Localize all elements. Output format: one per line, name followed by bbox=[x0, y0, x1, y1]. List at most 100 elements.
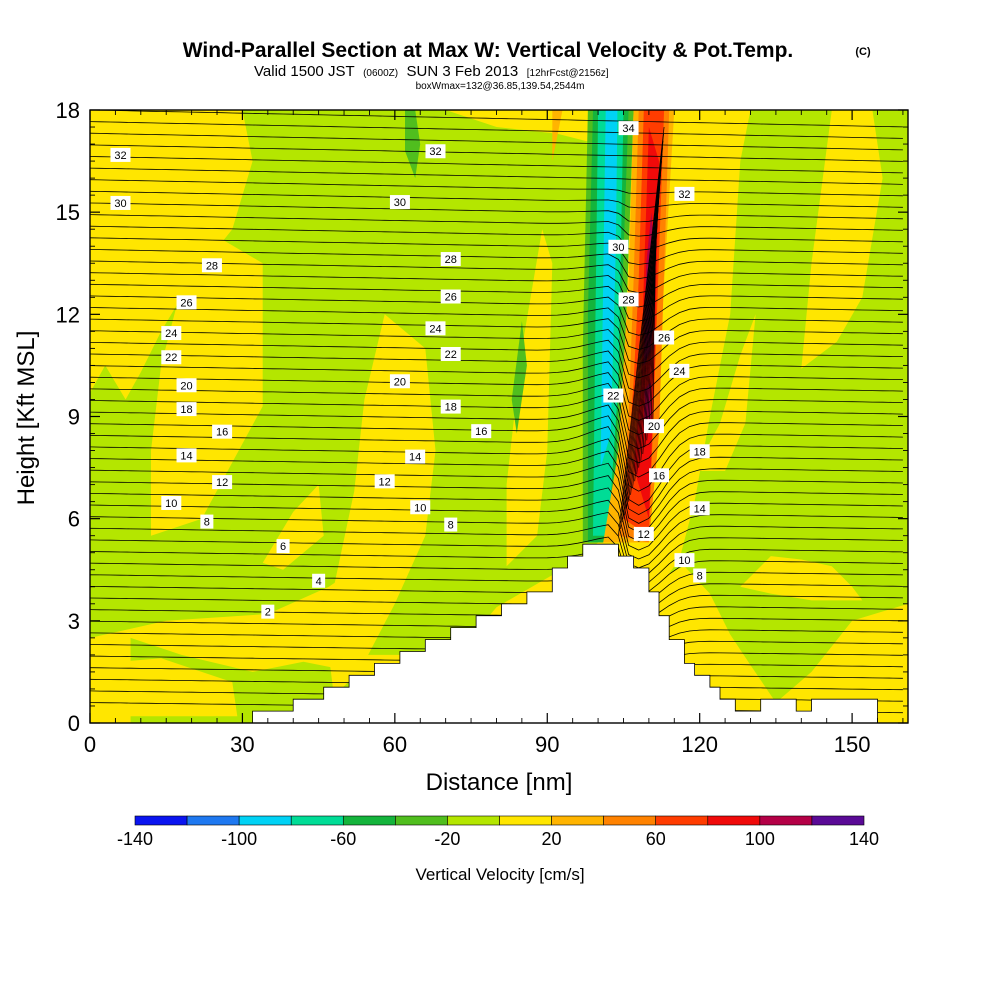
contour-label-bg bbox=[693, 568, 707, 583]
y-axis-label: Height [Kft MSL] bbox=[13, 331, 40, 506]
contour-label-bg bbox=[312, 573, 326, 588]
region-background bbox=[328, 314, 436, 696]
contour-label: 26 bbox=[654, 330, 675, 345]
contour-label-text: 8 bbox=[697, 571, 703, 583]
theta-contour-line bbox=[626, 154, 663, 509]
y-axis: 0 3 6 9 12 15 18 bbox=[56, 98, 908, 736]
contour-label-bg bbox=[176, 378, 197, 393]
contour-label-bg bbox=[444, 517, 458, 532]
contour-label-text: 22 bbox=[607, 391, 619, 403]
contour-label-text: 6 bbox=[280, 541, 286, 553]
theta-contour-line bbox=[620, 133, 664, 529]
contour-label-text: 32 bbox=[429, 146, 441, 158]
theta-contour-line bbox=[90, 450, 903, 524]
theta-contour-line bbox=[622, 140, 664, 523]
theta-contour-line bbox=[90, 382, 903, 450]
contour-label: 24 bbox=[425, 321, 446, 336]
contour-label-text: 22 bbox=[445, 349, 457, 361]
region-downdraft-weak bbox=[511, 321, 527, 434]
contour-label: 32 bbox=[425, 144, 446, 159]
colorbar-swatch bbox=[759, 815, 813, 826]
contour-label: 12 bbox=[212, 475, 233, 490]
contour-label-bg bbox=[261, 604, 275, 619]
contour-label: 10 bbox=[674, 553, 695, 568]
theta-contour-line bbox=[90, 283, 903, 322]
valid-prefix: Valid 1500 JST bbox=[254, 63, 355, 80]
theta-contour-line bbox=[618, 126, 665, 536]
theta-contour-line bbox=[90, 225, 903, 251]
colorbar-swatch bbox=[499, 815, 552, 826]
colorbar-swatch bbox=[238, 815, 292, 826]
contour-label-text: 28 bbox=[206, 260, 218, 272]
contour-label: 28 bbox=[618, 292, 639, 307]
contour-label: 26 bbox=[440, 289, 461, 304]
chart-title: Wind-Parallel Section at Max W: Vertical… bbox=[183, 39, 794, 62]
theta-contour-line bbox=[90, 573, 903, 613]
contour-label: 2 bbox=[261, 604, 275, 619]
contour-label-bg bbox=[161, 326, 182, 341]
colorbar-swatch bbox=[603, 815, 657, 826]
contour-label-bg bbox=[389, 374, 410, 389]
theta-contour-line bbox=[90, 511, 903, 569]
contour-label-text: 20 bbox=[180, 380, 192, 392]
contour-label: 14 bbox=[176, 448, 197, 463]
theta-contour-line bbox=[90, 372, 903, 435]
box-info: boxWmax=132@36.85,139.54,2544m bbox=[416, 81, 585, 92]
contour-label-text: 14 bbox=[180, 450, 192, 462]
y-tick-label: 0 bbox=[68, 711, 80, 736]
contour-label-text: 2 bbox=[265, 607, 271, 619]
valid-date: SUN 3 Feb 2013 bbox=[407, 63, 519, 80]
contour-label-text: 16 bbox=[475, 426, 487, 438]
contour-label-text: 28 bbox=[445, 254, 457, 266]
contour-label-bg bbox=[689, 444, 710, 459]
contour-label: 22 bbox=[161, 350, 182, 365]
theta-contour-line bbox=[90, 318, 903, 365]
theta-contour-line bbox=[90, 237, 903, 265]
theta-contour-line bbox=[90, 462, 903, 533]
theta-contour-line bbox=[90, 167, 903, 185]
contour-label-text: 10 bbox=[414, 502, 426, 514]
contour-label-text: 10 bbox=[165, 498, 177, 510]
x-tick-label: 150 bbox=[834, 732, 871, 757]
contour-label-bg bbox=[608, 239, 629, 254]
contour-label: 12 bbox=[374, 474, 395, 489]
contour-label-text: 18 bbox=[445, 402, 457, 414]
region-background bbox=[740, 556, 863, 601]
contour-label-bg bbox=[618, 121, 639, 136]
contour-label-bg bbox=[176, 448, 197, 463]
x-tick-label: 60 bbox=[383, 732, 407, 757]
theta-contour-line bbox=[90, 190, 903, 209]
contour-label-text: 24 bbox=[673, 366, 685, 378]
contour-label-bg bbox=[674, 553, 695, 568]
contour-label-bg bbox=[176, 402, 197, 417]
contour-label-bg bbox=[471, 424, 492, 439]
region-background bbox=[506, 229, 553, 567]
theta-contour-line bbox=[90, 295, 903, 336]
contour-label-text: 18 bbox=[180, 404, 192, 416]
contour-label-text: 30 bbox=[394, 197, 406, 209]
colorbar-swatch bbox=[551, 815, 604, 826]
contour-label: 20 bbox=[389, 374, 410, 389]
contour-label-bg bbox=[618, 292, 639, 307]
colorbar-tick-label: -20 bbox=[434, 829, 460, 849]
theta-contour-line bbox=[90, 561, 903, 604]
contour-label-bg bbox=[425, 321, 446, 336]
contour-label: 16 bbox=[212, 424, 233, 439]
contour-label: 34 bbox=[618, 121, 639, 136]
contour-label-bg bbox=[212, 475, 233, 490]
contour-label: 24 bbox=[669, 363, 690, 378]
region-updraft-weak bbox=[552, 110, 563, 162]
contour-label-bg bbox=[689, 501, 710, 516]
valid-time-line: Valid 1500 JST (0600Z) SUN 3 Feb 2013 [1… bbox=[254, 63, 609, 80]
contour-label-bg bbox=[633, 526, 654, 541]
y-tick-label: 9 bbox=[68, 405, 80, 430]
contour-label-bg bbox=[110, 147, 131, 162]
contour-label-bg bbox=[201, 258, 222, 273]
contour-label-text: 14 bbox=[694, 503, 706, 515]
region-background bbox=[801, 110, 883, 369]
theta-contour-line bbox=[90, 361, 903, 421]
contour-label: 12 bbox=[633, 526, 654, 541]
theta-contour-line bbox=[90, 214, 903, 237]
